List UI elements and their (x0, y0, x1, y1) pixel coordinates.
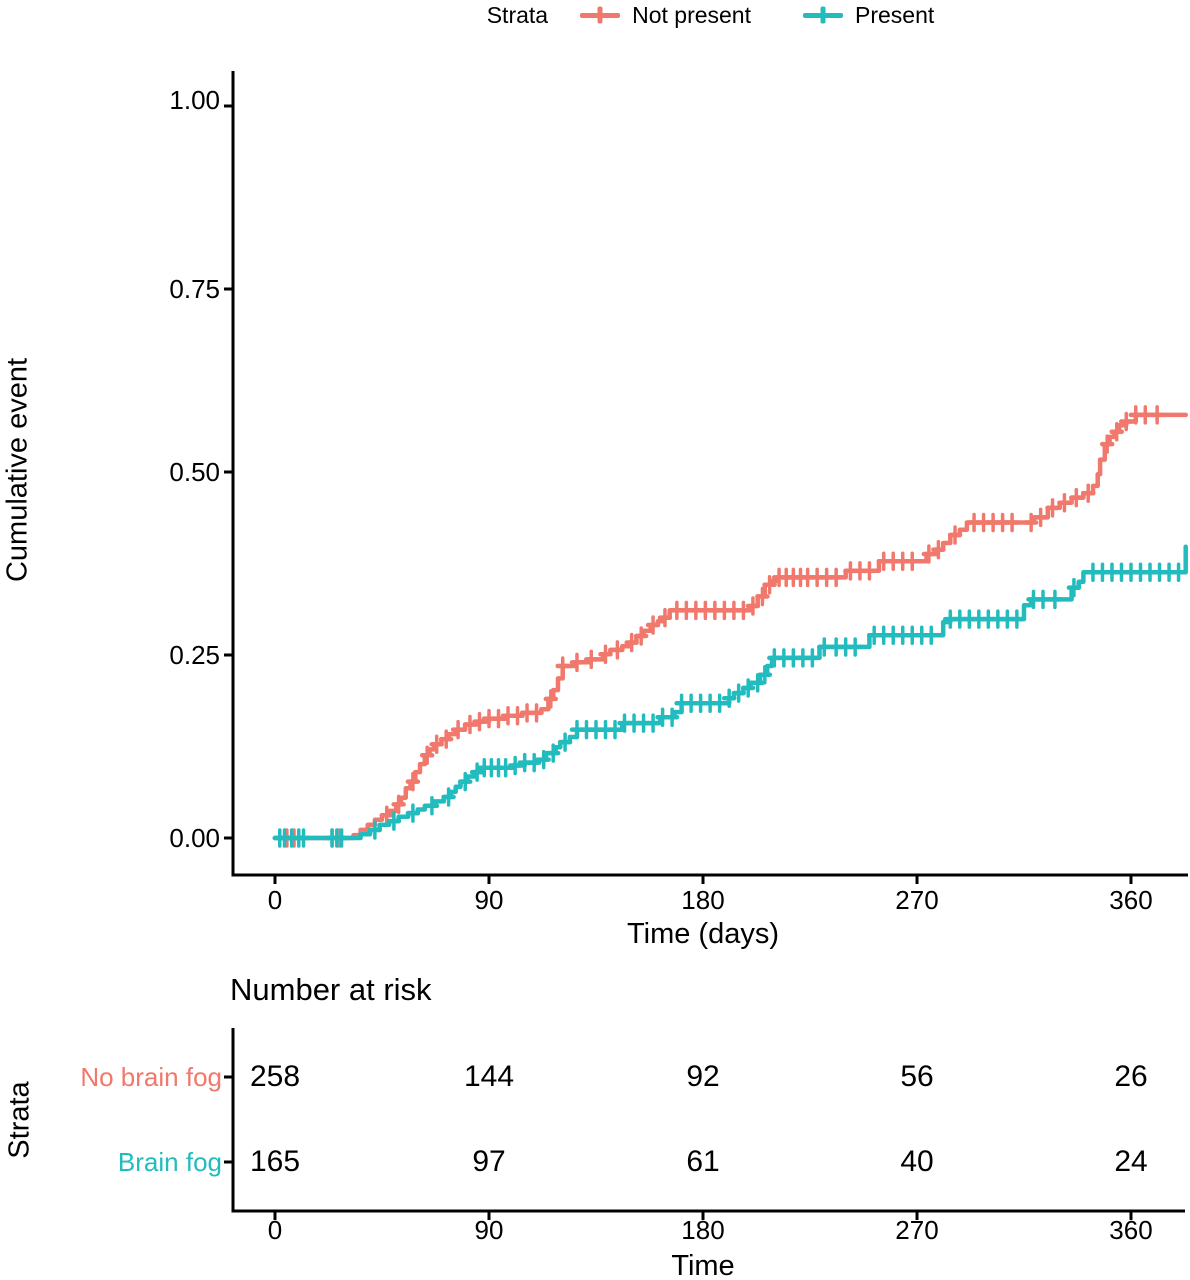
legend-label-present: Present (855, 1, 935, 28)
curve-not-present (272, 412, 1188, 841)
y-tick-label: 0.75 (169, 274, 220, 304)
legend-item-present: Present (803, 2, 934, 29)
legend-label-not-present: Not present (632, 1, 751, 28)
legend-key-present-icon (803, 12, 843, 18)
legend-key-not-present-icon (580, 12, 621, 18)
y-tick-label: 0.50 (169, 457, 220, 487)
risk-count: 24 (1114, 1145, 1148, 1178)
risk-count: 26 (1114, 1060, 1148, 1093)
risk-count: 165 (249, 1145, 301, 1178)
y-tick-label: 0.00 (169, 823, 220, 853)
risk-row-label-no-brain-fog: No brain fog (80, 1062, 222, 1092)
x-axis-title: Time (days) (627, 918, 779, 950)
risk-x-tick-label: 270 (895, 1215, 939, 1245)
risk-count: 40 (900, 1145, 934, 1178)
risk-count: 61 (686, 1145, 720, 1178)
risk-x-tick-label: 360 (1109, 1215, 1153, 1245)
x-tick-label: 360 (1109, 885, 1153, 915)
risk-table-axis-title: Time (671, 1250, 735, 1280)
y-tick-label: 0.25 (169, 640, 220, 670)
risk-count: 92 (686, 1060, 720, 1093)
legend: Strata Not present Present (233, 0, 1188, 30)
legend-item-not-present: Not present (580, 2, 751, 29)
risk-x-tick-label: 0 (267, 1215, 283, 1245)
x-tick-label: 90 (474, 885, 504, 915)
risk-count: 56 (900, 1060, 934, 1093)
risk-count: 144 (463, 1060, 515, 1093)
y-tick-label: 1.00 (169, 85, 220, 115)
risk-x-tick-label: 180 (681, 1215, 725, 1245)
legend-title: Strata (486, 1, 549, 28)
x-tick-label: 0 (267, 885, 283, 915)
risk-count: 97 (472, 1145, 506, 1178)
risk-row-label-brain-fog: Brain fog (117, 1147, 222, 1177)
risk-x-tick-label: 90 (474, 1215, 504, 1245)
x-tick-label: 270 (895, 885, 939, 915)
x-tick-label: 180 (681, 885, 725, 915)
risk-count: 258 (249, 1060, 301, 1093)
y-axis-title: Cumulative event (1, 357, 34, 583)
risk-table-title: Number at risk (230, 972, 432, 1007)
